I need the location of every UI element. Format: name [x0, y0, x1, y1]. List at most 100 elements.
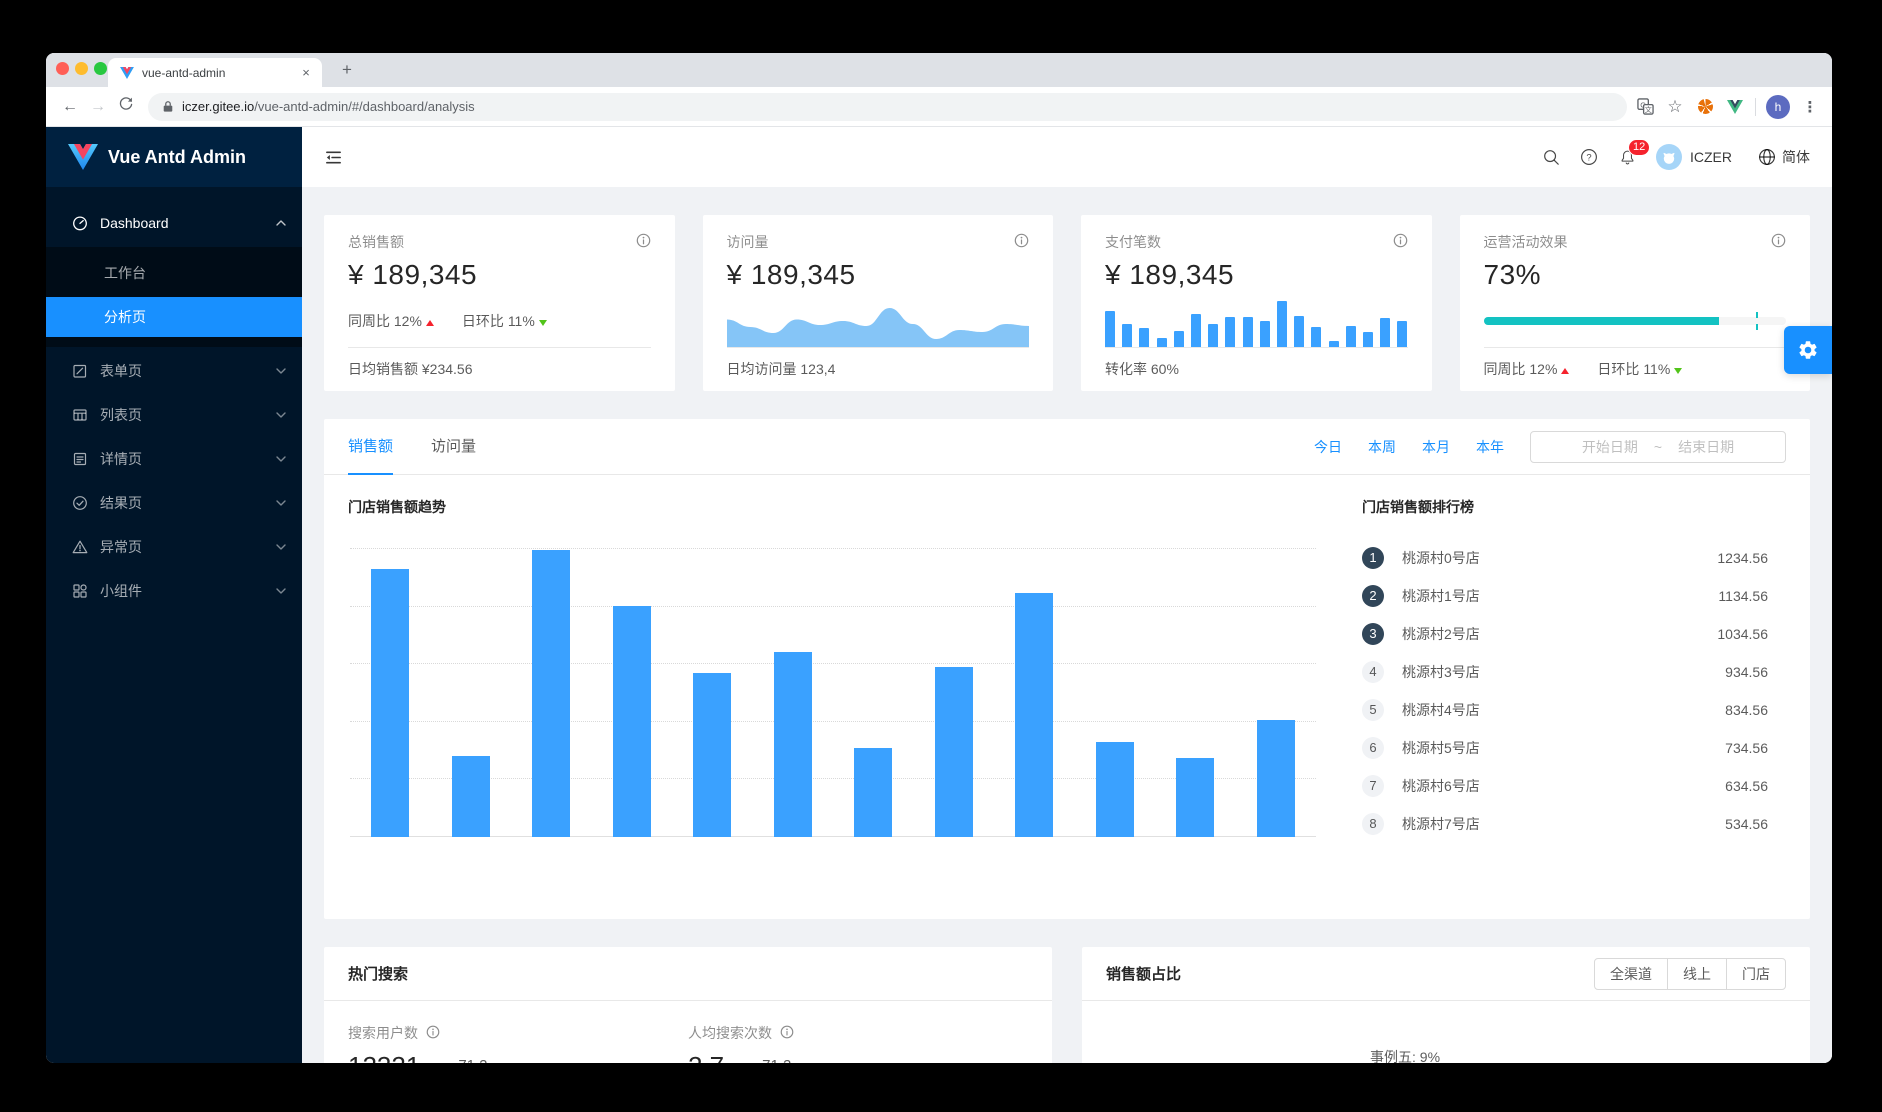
- notification-badge: 12: [1628, 139, 1651, 156]
- sidebar-item-widgets[interactable]: 小组件: [46, 571, 302, 611]
- stat-title: 访问量: [726, 234, 769, 250]
- channel-online-button[interactable]: 线上: [1667, 957, 1727, 990]
- gridline: [350, 605, 1316, 607]
- date-range-picker[interactable]: 开始日期 ~ 结束日期: [1530, 430, 1786, 463]
- range-year[interactable]: 本年: [1476, 438, 1504, 455]
- sidebar-item-form[interactable]: 表单页: [46, 351, 302, 391]
- end-date-placeholder: 结束日期: [1678, 438, 1735, 455]
- app-logo[interactable]: Vue Antd Admin: [46, 127, 302, 187]
- sidebar-item-detail[interactable]: 详情页: [46, 439, 302, 479]
- sidebar-item-list[interactable]: 列表页: [46, 395, 302, 435]
- browser-menu-icon[interactable]: ⋮: [1802, 98, 1818, 116]
- range-month[interactable]: 本月: [1422, 438, 1450, 455]
- maximize-window-button[interactable]: [94, 62, 107, 75]
- theme-settings-button[interactable]: [1784, 326, 1832, 374]
- gear-icon: [1797, 339, 1819, 361]
- close-window-button[interactable]: [56, 62, 69, 75]
- gridline: [350, 663, 1316, 665]
- store-name: 桃源村7号店: [1402, 816, 1480, 832]
- table-icon: [72, 407, 88, 423]
- info-icon[interactable]: [426, 1025, 440, 1042]
- store-value: 734.56: [1725, 740, 1768, 756]
- trend-bar: [532, 549, 571, 837]
- mini-bar: [1122, 323, 1133, 347]
- store-value: 534.56: [1725, 816, 1768, 832]
- rank-badge: 1: [1362, 547, 1384, 569]
- store-value: 1134.56: [1718, 588, 1768, 604]
- vue-devtools-icon[interactable]: [1725, 97, 1745, 117]
- svg-text:G: G: [1640, 100, 1646, 109]
- globe-icon: [1758, 148, 1776, 166]
- sidebar-item-workbench[interactable]: 工作台: [46, 253, 302, 293]
- sales-share-title: 销售额占比: [1106, 966, 1182, 983]
- svg-text:?: ?: [1586, 153, 1591, 164]
- browser-tab[interactable]: vue-antd-admin ×: [108, 58, 322, 87]
- extension-icon[interactable]: [1695, 97, 1715, 117]
- help-icon[interactable]: ?: [1570, 138, 1608, 176]
- sidebar-item-label: 异常页: [100, 539, 142, 555]
- store-value: 1034.56: [1717, 626, 1768, 642]
- store-name: 桃源村0号店: [1402, 550, 1480, 566]
- menu-fold-icon[interactable]: [324, 146, 346, 168]
- close-tab-icon[interactable]: ×: [302, 65, 310, 80]
- language-switch[interactable]: 简体: [1758, 147, 1810, 167]
- trend-bar: [934, 667, 973, 837]
- address-bar[interactable]: iczer.gitee.io/vue-antd-admin/#/dashboar…: [148, 92, 1627, 121]
- mini-bar: [1242, 317, 1253, 347]
- info-icon[interactable]: [1014, 233, 1029, 251]
- chevron-down-icon: [276, 588, 286, 594]
- tab-title: vue-antd-admin: [142, 65, 226, 80]
- rank-badge: 7: [1362, 775, 1384, 797]
- sidebar-item-exception[interactable]: 异常页: [46, 527, 302, 567]
- mini-bar: [1277, 301, 1288, 347]
- reload-icon[interactable]: [112, 93, 140, 121]
- hot-search-title: 热门搜索: [348, 966, 409, 983]
- trend-bar: [1256, 719, 1295, 837]
- range-controls: 今日 本周 本月 本年 开始日期 ~ 结束日期: [1288, 430, 1786, 463]
- channel-all-button[interactable]: 全渠道: [1594, 957, 1668, 990]
- bookmark-star-icon[interactable]: ☆: [1667, 96, 1683, 116]
- tab-visits[interactable]: 访问量: [431, 437, 477, 455]
- tab-sales[interactable]: 销售额: [348, 419, 394, 475]
- stat-footer: 日均访问量 123,4: [726, 361, 836, 377]
- sidebar-item-dashboard[interactable]: Dashboard: [46, 203, 302, 243]
- search-icon[interactable]: [1532, 138, 1570, 176]
- stat-card-payments: 支付笔数 ¥ 189,345 转化率 60%: [1081, 215, 1432, 391]
- store-ranking-panel: 门店销售额排行榜 1 桃源村0号店 1234.56 2 桃源村1号店 1134.56 3 桃源…: [1362, 497, 1786, 843]
- per-capita-search-trend: 71.2: [762, 1057, 803, 1063]
- mini-bar: [1397, 321, 1408, 347]
- forward-icon[interactable]: →: [90, 97, 106, 115]
- search-users-stat: 搜索用户数 12321 71.2: [348, 1023, 688, 1063]
- chevron-down-icon: [276, 500, 286, 506]
- browser-profile-avatar[interactable]: h: [1766, 94, 1790, 119]
- info-icon[interactable]: [1771, 233, 1786, 251]
- new-tab-button[interactable]: +: [342, 60, 352, 79]
- info-icon[interactable]: [636, 233, 651, 251]
- range-today[interactable]: 今日: [1314, 438, 1342, 455]
- range-week[interactable]: 本周: [1368, 438, 1396, 455]
- notification-bell-icon[interactable]: 12: [1608, 138, 1651, 176]
- stat-title: 支付笔数: [1105, 234, 1161, 250]
- info-icon[interactable]: [1393, 233, 1408, 251]
- stat-title: 运营活动效果: [1483, 234, 1568, 250]
- stat-value: ¥ 189,345: [1105, 259, 1235, 290]
- main-area: ? 12 ICZER: [302, 127, 1832, 1063]
- start-date-placeholder: 开始日期: [1581, 438, 1638, 455]
- stat-value: 73%: [1483, 259, 1542, 290]
- trend-bar: [1176, 758, 1215, 837]
- sidebar-item-result[interactable]: 结果页: [46, 483, 302, 523]
- sidebar-item-label: Dashboard: [100, 215, 169, 231]
- channel-store-button[interactable]: 门店: [1726, 957, 1786, 990]
- sidebar-item-analysis[interactable]: 分析页: [46, 297, 302, 337]
- mini-bar: [1208, 323, 1219, 347]
- user-menu[interactable]: ICZER: [1656, 144, 1732, 170]
- rank-badge: 6: [1362, 737, 1384, 759]
- info-icon[interactable]: [780, 1025, 794, 1042]
- stat-card-activity-effect: 运营活动效果 73% 同周比 12%: [1459, 215, 1810, 391]
- store-value: 934.56: [1725, 664, 1768, 680]
- search-users-value: 12321: [348, 1051, 420, 1063]
- visits-area-chart: [726, 308, 1029, 347]
- back-icon[interactable]: ←: [62, 97, 78, 115]
- minimize-window-button[interactable]: [75, 62, 88, 75]
